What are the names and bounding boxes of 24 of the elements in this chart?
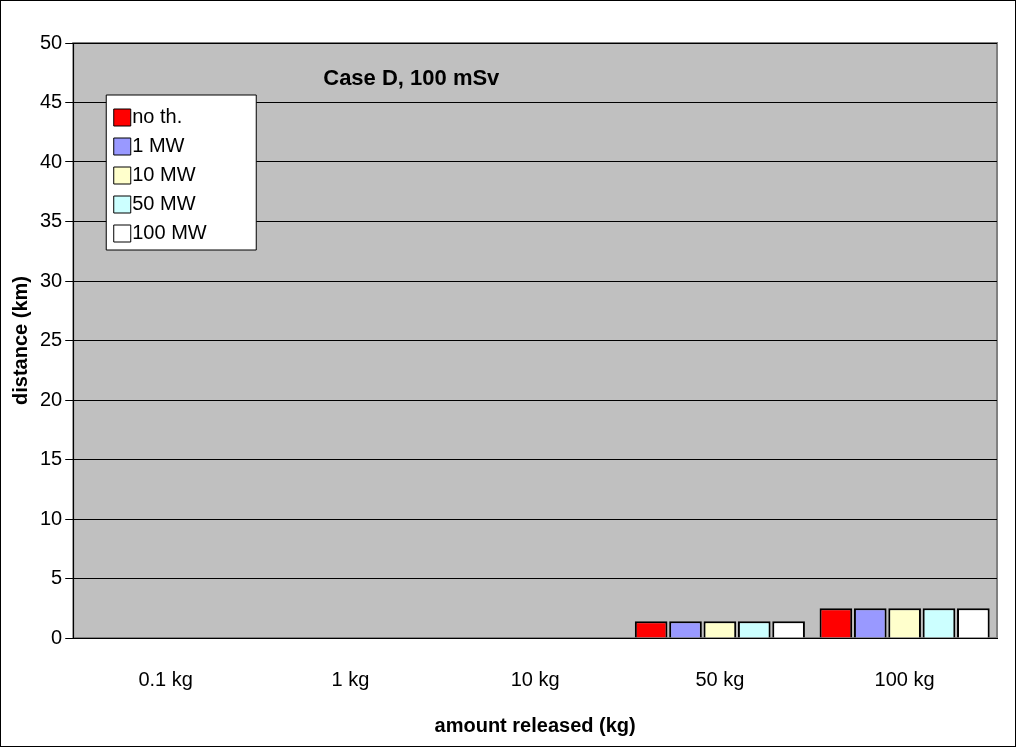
- y-tick-label: 45: [40, 90, 63, 113]
- y-tick-label: 15: [40, 447, 63, 470]
- y-tick-label: 5: [51, 566, 63, 589]
- y-tick-label: 50: [40, 30, 63, 53]
- legend-label: no th.: [132, 105, 183, 128]
- x-axis-title: amount released (kg): [434, 713, 636, 736]
- x-tick-label: 50 kg: [695, 667, 745, 690]
- y-tick-label: 10: [40, 506, 63, 529]
- y-tick-label: 40: [40, 149, 63, 172]
- x-tick-label: 10 kg: [510, 667, 560, 690]
- text: Case D, 100 mSv: [323, 65, 501, 91]
- legend-label: 1 MW: [132, 134, 185, 157]
- legend-label: 10 MW: [132, 163, 196, 186]
- y-tick-label: 25: [40, 328, 63, 351]
- y-tick-label: 30: [40, 268, 63, 291]
- legend-label: 100 MW: [132, 221, 207, 244]
- x-tick-label: 0.1 kg: [138, 667, 193, 690]
- legend-label: 50 MW: [132, 192, 196, 215]
- y-tick-label: 0: [51, 625, 63, 648]
- y-tick-label: 35: [40, 209, 63, 232]
- y-axis-title: distance (km): [8, 276, 31, 405]
- x-tick-label: 100 kg: [874, 667, 935, 690]
- y-tick-label: 20: [40, 387, 63, 410]
- x-tick-label: 1 kg: [331, 667, 370, 690]
